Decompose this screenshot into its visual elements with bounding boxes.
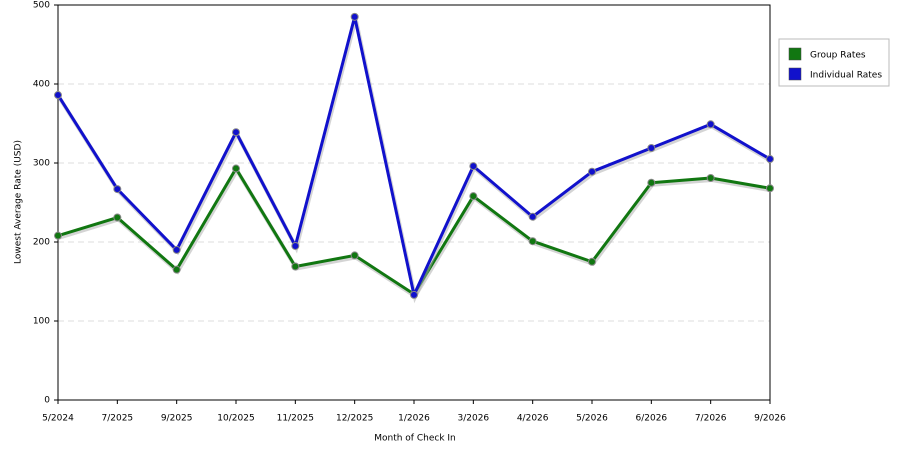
data-point — [172, 265, 181, 274]
series-line — [56, 15, 771, 297]
x-tick-label: 4/2026 — [517, 414, 549, 424]
x-tick-label: 3/2026 — [457, 414, 489, 424]
x-tick-label: 1/2026 — [398, 414, 430, 424]
legend-label: Individual Rates — [810, 71, 882, 81]
data-point — [291, 241, 300, 250]
data-point — [54, 91, 62, 100]
data-point — [172, 245, 181, 254]
data-point — [706, 120, 715, 129]
data-point — [232, 164, 240, 173]
x-tick-label: 11/2025 — [277, 414, 314, 424]
x-tick-label: 5/2026 — [576, 414, 608, 424]
data-point — [647, 143, 656, 152]
plot-frame — [57, 4, 771, 401]
data-point — [706, 174, 715, 183]
x-tick-label: 7/2026 — [695, 414, 727, 424]
y-tick-label: 500 — [33, 1, 50, 11]
x-tick-label: 9/2025 — [161, 414, 193, 424]
x-tick-label: 6/2026 — [635, 414, 667, 424]
data-point — [350, 251, 359, 260]
data-point — [410, 290, 418, 299]
data-point — [766, 184, 774, 193]
data-point — [766, 155, 774, 164]
data-point — [528, 237, 537, 246]
series-shadow — [57, 18, 773, 304]
y-axis-label: Lowest Average Rate (USD) — [14, 140, 24, 264]
y-tick-label: 300 — [33, 159, 50, 169]
data-point — [232, 128, 240, 137]
x-tick-label: 7/2025 — [101, 414, 133, 424]
y-tick-label: 400 — [33, 80, 50, 90]
y-tick-label: 200 — [33, 238, 50, 248]
series-shadow — [58, 166, 772, 299]
x-tick-label: 12/2025 — [336, 414, 373, 424]
data-point — [113, 185, 122, 194]
series-line — [57, 167, 771, 296]
data-point — [469, 192, 478, 201]
data-point — [588, 167, 596, 176]
x-axis-label: Month of Check In — [374, 434, 456, 444]
data-point — [469, 162, 478, 171]
data-point — [647, 178, 656, 187]
y-tick-label: 0 — [44, 396, 50, 406]
y-tick-label: 100 — [33, 317, 50, 327]
data-point — [113, 213, 122, 222]
data-point — [54, 231, 62, 240]
data-point — [528, 212, 537, 221]
data-point — [588, 257, 596, 266]
x-tick-label: 10/2025 — [217, 414, 254, 424]
x-tick-label: 9/2026 — [754, 414, 786, 424]
data-point — [291, 262, 300, 271]
legend-label: Group Rates — [810, 51, 866, 61]
x-tick-label: 5/2024 — [42, 414, 74, 424]
data-point — [350, 12, 359, 21]
legend-swatch — [788, 47, 802, 61]
legend-swatch — [788, 67, 802, 81]
